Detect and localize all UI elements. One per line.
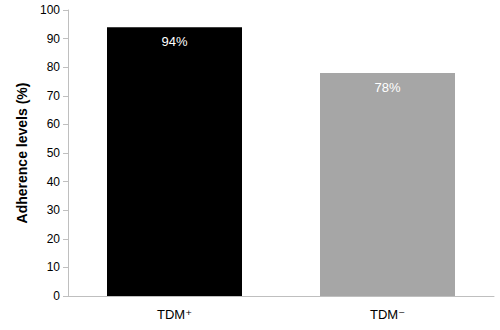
svg-text:70: 70 bbox=[47, 89, 61, 103]
svg-text:60: 60 bbox=[47, 117, 61, 131]
svg-text:90: 90 bbox=[47, 32, 61, 46]
svg-text:0: 0 bbox=[53, 289, 60, 303]
svg-text:TDM⁺: TDM⁺ bbox=[157, 307, 192, 322]
svg-text:50: 50 bbox=[47, 146, 61, 160]
svg-text:94%: 94% bbox=[161, 34, 187, 49]
svg-text:TDM⁻: TDM⁻ bbox=[370, 307, 405, 322]
svg-text:Adherence levels (%): Adherence levels (%) bbox=[14, 83, 30, 224]
svg-text:30: 30 bbox=[47, 203, 61, 217]
svg-text:40: 40 bbox=[47, 175, 61, 189]
svg-text:20: 20 bbox=[47, 232, 61, 246]
svg-text:78%: 78% bbox=[374, 80, 400, 95]
svg-text:80: 80 bbox=[47, 60, 61, 74]
svg-text:100: 100 bbox=[40, 3, 60, 17]
svg-text:10: 10 bbox=[47, 260, 61, 274]
